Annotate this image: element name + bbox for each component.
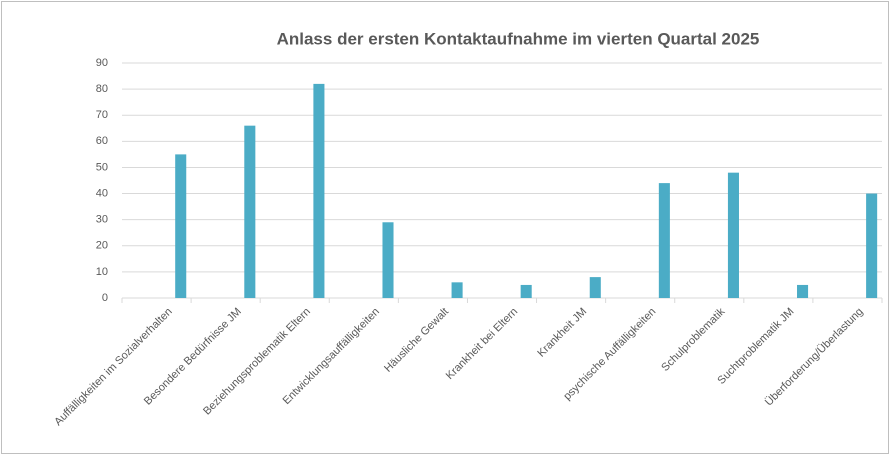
bar xyxy=(866,193,878,298)
bar xyxy=(382,222,394,298)
bar xyxy=(175,154,187,298)
y-tick-label: 60 xyxy=(96,135,108,147)
y-tick-label: 50 xyxy=(96,161,108,173)
y-tick-label: 80 xyxy=(96,83,108,95)
bar xyxy=(658,183,670,298)
bar xyxy=(313,83,325,298)
bar xyxy=(797,284,809,298)
y-tick-label: 10 xyxy=(96,266,108,278)
bar xyxy=(244,125,256,299)
bar xyxy=(520,284,532,298)
y-tick-label: 40 xyxy=(96,187,108,199)
bar xyxy=(727,172,739,298)
y-tick-label: 90 xyxy=(96,57,108,69)
y-tick-label: 70 xyxy=(96,109,108,121)
y-tick-label: 20 xyxy=(96,240,108,252)
bar xyxy=(589,277,601,298)
chart-title: Anlass der ersten Kontaktaufnahme im vie… xyxy=(277,29,760,48)
y-tick-label: 0 xyxy=(102,292,108,304)
y-tick-label: 30 xyxy=(96,214,108,226)
bar xyxy=(451,282,463,298)
